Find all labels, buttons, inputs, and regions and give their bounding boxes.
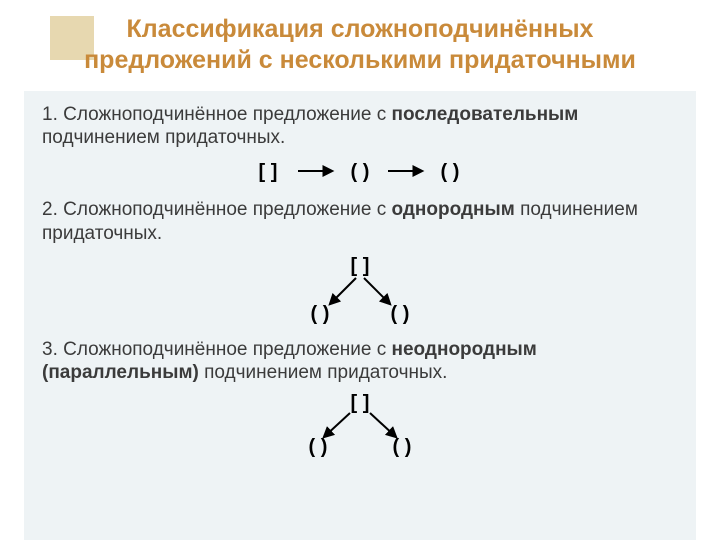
diagram-node: ( ) (351, 161, 370, 183)
item-bold-term: однородным (392, 199, 515, 220)
item-number: 1. (42, 104, 63, 125)
content-panel: 1. Сложноподчинённое предложение с после… (24, 91, 696, 540)
diagram-arrow (330, 278, 356, 304)
item-text-pre: Сложноподчинённое предложение с (63, 104, 391, 125)
diagram-wrap: [ ] ( ) ( ) (42, 252, 678, 328)
classification-item: 1. Сложноподчинённое предложение с после… (42, 103, 678, 151)
diagram-tree: [ ] ( ) ( ) (260, 252, 460, 328)
slide: Классификация сложноподчинённых предложе… (0, 0, 720, 540)
diagram-node: [ ] (259, 161, 278, 183)
diagram-node: ( ) (391, 303, 410, 325)
diagram-node: ( ) (441, 161, 460, 183)
diagram-arrow (364, 278, 390, 304)
diagram-node: ( ) (311, 303, 330, 325)
diagram-node: ( ) (393, 436, 412, 458)
diagram-node: [ ] (351, 255, 370, 277)
diagram-wrap: [ ] ( ) ( ) (42, 156, 678, 188)
item-text-post: подчинением придаточных. (199, 362, 448, 383)
item-number: 2. (42, 199, 63, 220)
diagram-wrap: [ ] ( ) ( ) (42, 391, 678, 461)
item-text-pre: Сложноподчинённое предложение с (63, 199, 391, 220)
item-text-pre: Сложноподчинённое предложение с (63, 339, 391, 360)
diagram-arrow (370, 413, 396, 437)
classification-item: 2. Сложноподчинённое предложение с однор… (42, 198, 678, 246)
diagram-node: ( ) (309, 436, 328, 458)
slide-title: Классификация сложноподчинённых предложе… (30, 14, 690, 77)
title-area: Классификация сложноподчинённых предложе… (0, 0, 720, 87)
diagram-tree: [ ] ( ) ( ) (260, 391, 460, 461)
diagram-arrow (324, 413, 350, 437)
classification-item: 3. Сложноподчинённое предложение с неодн… (42, 338, 678, 386)
diagram-sequential: [ ] ( ) ( ) (240, 156, 480, 188)
item-text-post: подчинением придаточных. (42, 127, 285, 148)
item-bold-term: последовательным (392, 104, 579, 125)
item-number: 3. (42, 339, 63, 360)
diagram-node: [ ] (351, 392, 370, 414)
